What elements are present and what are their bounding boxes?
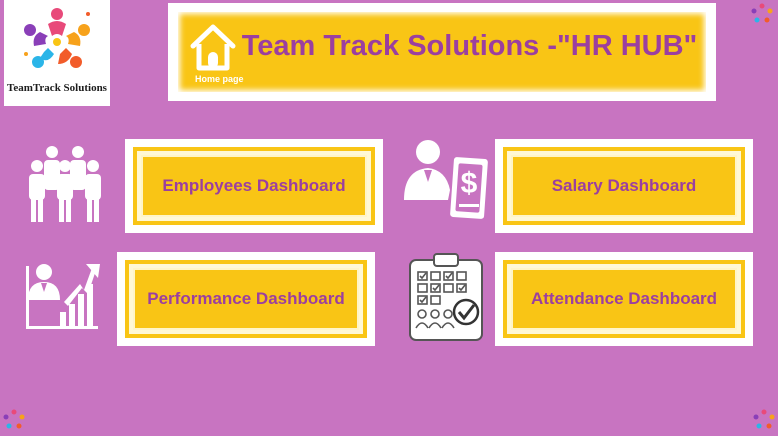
salary-money-icon: $ bbox=[404, 140, 488, 219]
home-icon[interactable] bbox=[188, 22, 238, 72]
people-circle-logo-icon bbox=[24, 8, 90, 68]
company-logo: TeamTrack Solutions bbox=[4, 0, 110, 106]
home-page-link[interactable]: Home page bbox=[195, 74, 244, 84]
header-inner: Home page Team Track Solutions -"HR HUB" bbox=[178, 12, 706, 92]
corner-logo-icon bbox=[753, 409, 775, 429]
performance-dashboard-button[interactable]: Performance Dashboard bbox=[117, 252, 375, 346]
employees-dashboard-button[interactable]: Employees Dashboard bbox=[125, 139, 383, 233]
attendance-dashboard-button[interactable]: Attendance Dashboard bbox=[495, 252, 753, 346]
svg-text:$: $ bbox=[461, 167, 478, 200]
performance-dashboard-label: Performance Dashboard bbox=[147, 289, 345, 308]
attendance-clipboard-icon bbox=[409, 253, 483, 341]
corner-logo-icon bbox=[3, 409, 25, 429]
salary-dashboard-label: Salary Dashboard bbox=[551, 176, 697, 195]
logo-text: TeamTrack Solutions bbox=[7, 82, 107, 94]
header-banner: Home page Team Track Solutions -"HR HUB" bbox=[168, 3, 716, 101]
performance-growth-icon bbox=[26, 264, 100, 329]
salary-dashboard-button[interactable]: Salary Dashboard bbox=[495, 139, 753, 233]
page-title: Team Track Solutions -"HR HUB" bbox=[241, 30, 698, 62]
corner-logo-icon bbox=[751, 3, 773, 23]
attendance-dashboard-label: Attendance Dashboard bbox=[530, 289, 718, 308]
employees-group-icon bbox=[29, 146, 101, 222]
employees-dashboard-label: Employees Dashboard bbox=[162, 176, 346, 195]
